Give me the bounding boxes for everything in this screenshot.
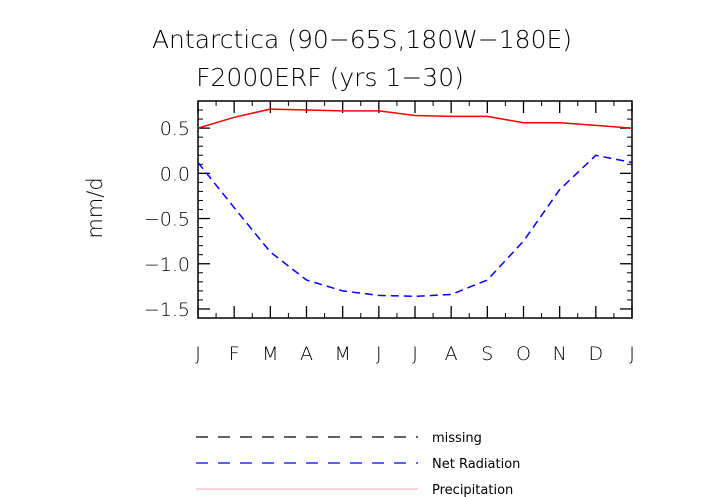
series-line-precipitation bbox=[197, 108, 633, 129]
x-tick-label: J bbox=[629, 343, 635, 365]
data-point-precipitation bbox=[414, 114, 417, 117]
x-tick-label: N bbox=[553, 343, 567, 365]
data-point-precipitation bbox=[233, 116, 236, 119]
data-point-net-radiation bbox=[305, 279, 308, 282]
y-tick-label: −1.0 bbox=[144, 254, 190, 276]
data-point-net-radiation bbox=[341, 289, 344, 292]
x-tick-label: A bbox=[300, 343, 313, 365]
data-point-net-radiation bbox=[631, 161, 634, 164]
chart-subtitle: F2000ERF (yrs 1−30) bbox=[196, 63, 464, 92]
x-tick-label: J bbox=[195, 343, 201, 365]
x-tick-label: J bbox=[376, 343, 382, 365]
plot-frame bbox=[197, 100, 633, 319]
x-tick-label: F bbox=[229, 343, 240, 365]
data-point-net-radiation bbox=[414, 295, 417, 298]
x-tick-label: A bbox=[445, 343, 458, 365]
data-point-net-radiation bbox=[233, 206, 236, 209]
data-point-net-radiation bbox=[594, 154, 597, 157]
data-point-precipitation bbox=[269, 108, 272, 111]
data-point-net-radiation bbox=[522, 240, 525, 243]
y-tick-label: 0.0 bbox=[160, 163, 190, 185]
data-point-precipitation bbox=[522, 121, 525, 124]
y-tick-label: −1.5 bbox=[144, 299, 190, 321]
data-point-net-radiation bbox=[197, 161, 200, 164]
data-point-net-radiation bbox=[377, 294, 380, 297]
chart-title: Antarctica (90−65S,180W−180E) bbox=[152, 25, 572, 54]
x-tick-label: M bbox=[334, 343, 350, 365]
x-tick-label: O bbox=[516, 343, 531, 365]
y-axis-label: mm/d bbox=[83, 177, 107, 238]
data-point-net-radiation bbox=[450, 293, 453, 296]
data-point-precipitation bbox=[305, 109, 308, 112]
x-tick-label: M bbox=[262, 343, 278, 365]
data-point-net-radiation bbox=[269, 250, 272, 253]
legend-label-precipitation: Precipitation bbox=[432, 483, 513, 497]
legend-label-missing: missing bbox=[432, 431, 482, 446]
data-point-precipitation bbox=[631, 127, 634, 130]
data-point-precipitation bbox=[341, 109, 344, 112]
data-point-precipitation bbox=[197, 127, 200, 130]
x-tick-label: D bbox=[589, 343, 604, 365]
x-tick-label: J bbox=[412, 343, 418, 365]
y-tick-label: 0.5 bbox=[160, 118, 190, 140]
legend: missing Net Radiation Precipitation bbox=[196, 431, 520, 497]
series-line-net-radiation bbox=[197, 154, 633, 298]
data-point-precipitation bbox=[377, 109, 380, 112]
x-tick-label: S bbox=[481, 343, 493, 365]
data-point-precipitation bbox=[594, 124, 597, 127]
legend-label-net-radiation: Net Radiation bbox=[432, 457, 520, 472]
data-point-net-radiation bbox=[558, 188, 561, 191]
data-point-precipitation bbox=[486, 115, 489, 118]
y-tick-label: −0.5 bbox=[144, 209, 190, 231]
data-point-net-radiation bbox=[486, 279, 489, 282]
data-point-precipitation bbox=[450, 115, 453, 118]
data-point-precipitation bbox=[558, 121, 561, 124]
